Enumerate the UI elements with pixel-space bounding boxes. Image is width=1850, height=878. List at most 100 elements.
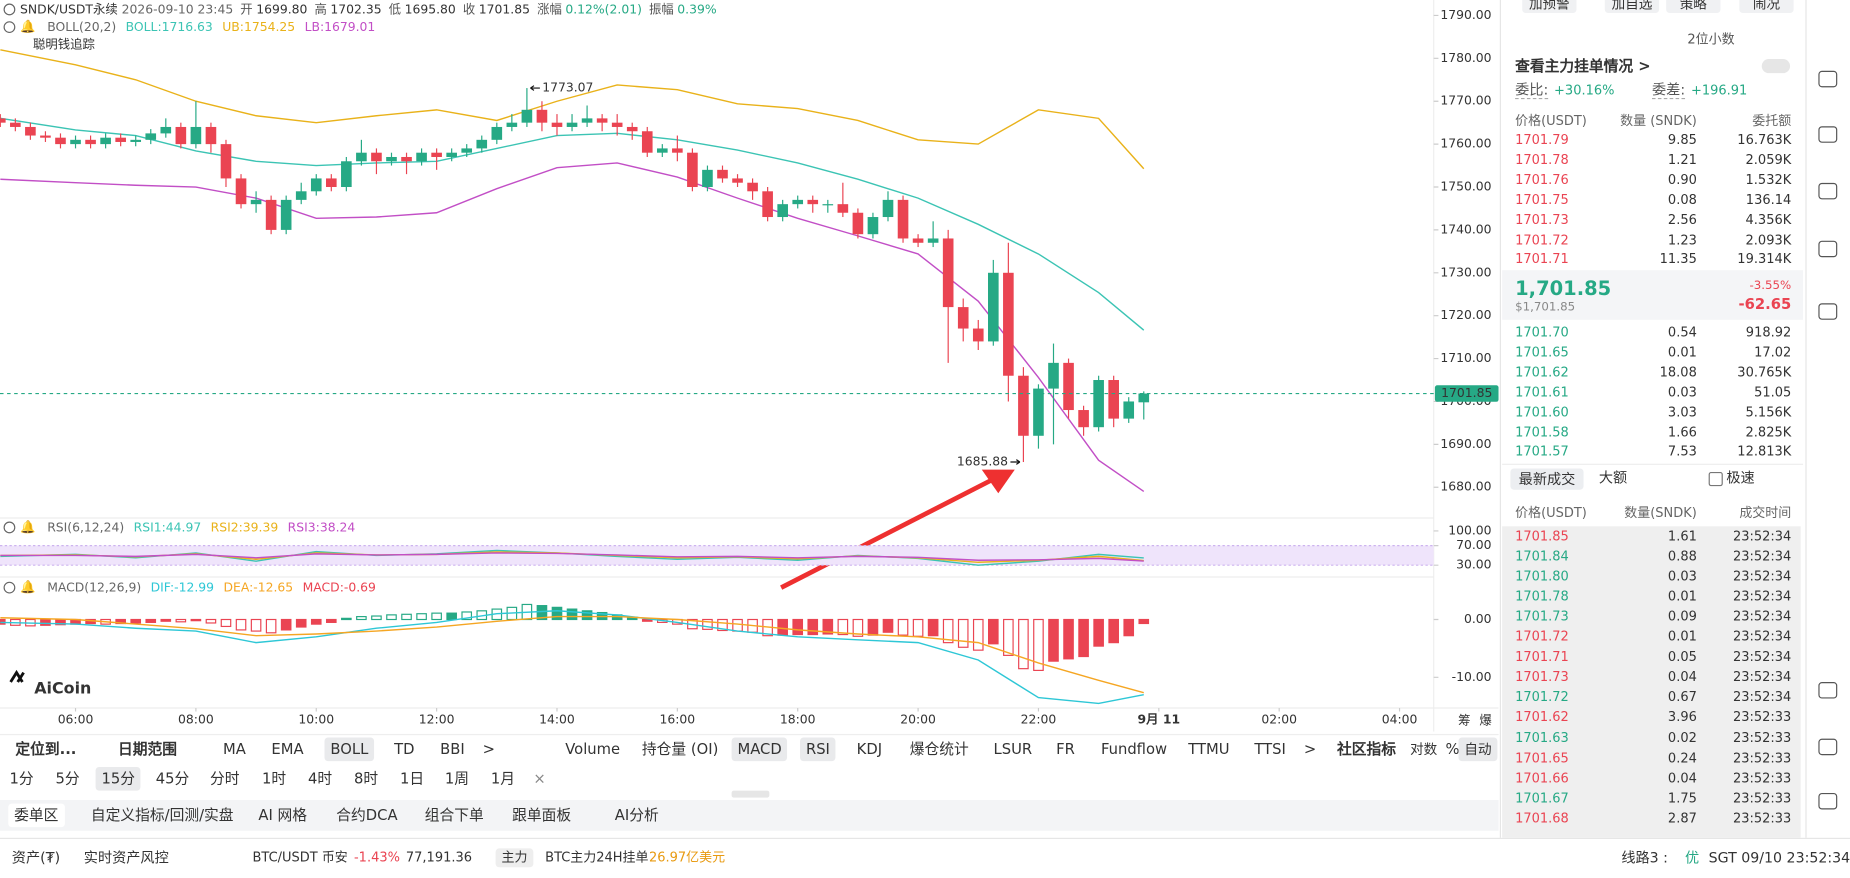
trade-time: 23:52:34 (1732, 568, 1792, 585)
sidebar-icon[interactable] (1818, 738, 1838, 756)
macd-bar (265, 618, 277, 634)
indicator-button[interactable]: Volume (565, 739, 621, 758)
sidebar-icon[interactable] (1818, 792, 1838, 810)
candle-body (942, 238, 954, 308)
trade-price: 1701.72 (1515, 629, 1569, 645)
macd-bar (897, 618, 909, 636)
candle-body (626, 126, 638, 132)
clock: SGT 09/10 23:52:34 (1708, 849, 1850, 867)
indicator-button[interactable]: Fundflow (1100, 739, 1168, 758)
locate-button[interactable]: 定位到... (15, 739, 77, 758)
macd-bar (190, 618, 202, 622)
interval-close[interactable]: × (533, 769, 546, 788)
col-header: 数量 (SNDK) (1620, 113, 1697, 129)
side-button[interactable]: 加自选 (1604, 0, 1660, 13)
indicator-button[interactable]: 持仓量 (OI) (641, 739, 719, 758)
candle-body (506, 122, 518, 127)
assets: 资产(₮) (11, 849, 61, 867)
badge: 主力 (495, 848, 534, 868)
sidebar-icon[interactable] (1818, 682, 1838, 699)
sidebar-icon[interactable] (1818, 70, 1838, 88)
interval-button[interactable]: 分时 (210, 769, 240, 788)
interval-button[interactable]: 8时 (353, 769, 379, 788)
indicator-button[interactable]: TTSI (1254, 739, 1286, 758)
indicator-button[interactable]: EMA (271, 739, 304, 758)
trade-tab[interactable]: 最新成交 (1510, 468, 1584, 490)
candle-body (416, 152, 427, 162)
date-range[interactable]: 日期范围 (117, 739, 178, 758)
indicator-button[interactable]: KDJ (856, 739, 883, 758)
interval-button[interactable]: 1分 (9, 769, 34, 788)
panel-tab[interactable]: AI分析 (614, 805, 659, 824)
indicator-button[interactable]: MA (223, 739, 246, 758)
panel-tab[interactable]: 委单区 (8, 803, 65, 828)
datetime: 2026-09-10 23:45 (122, 1, 234, 16)
side-button[interactable]: 策略 (1666, 0, 1721, 13)
side-divider (1499, 0, 1501, 838)
trade-time: 23:52:33 (1732, 749, 1792, 766)
candle-body (160, 126, 172, 134)
trade-qty: 0.67 (1667, 689, 1697, 705)
indicator-button[interactable]: 爆仓统计 (909, 739, 969, 758)
indicator-button[interactable]: FR (1056, 739, 1075, 758)
panel-tab[interactable]: 组合下单 (424, 805, 484, 824)
panel-tab[interactable]: 跟单面板 (512, 805, 572, 824)
sidebar-icon[interactable] (1818, 182, 1838, 200)
indicator-button[interactable]: TD (394, 739, 415, 758)
indicator-button[interactable]: LSUR (993, 739, 1033, 758)
toggle[interactable] (1761, 58, 1791, 74)
panel-tab[interactable]: 合约DCA (336, 805, 398, 824)
decimals[interactable]: 2位小数 (1687, 31, 1735, 48)
interval-button[interactable]: 1时 (261, 769, 287, 788)
indicator-button[interactable]: MACD (731, 737, 788, 762)
axis-button[interactable]: 爆 (1479, 712, 1492, 727)
sidebar-icon[interactable] (1818, 126, 1838, 143)
interval-button[interactable]: 1月 (490, 769, 516, 788)
macd-bar (160, 618, 172, 622)
macd-bar (792, 618, 804, 636)
book-price: 1701.61 (1515, 384, 1569, 400)
indicator-button[interactable]: BBI (440, 739, 465, 758)
collapse-icon[interactable] (3, 3, 16, 16)
trade-price: 1701.80 (1515, 568, 1569, 585)
field-value: 0.39% (677, 1, 717, 16)
collapse-icon[interactable] (3, 581, 16, 594)
trade-price: 1701.85 (1515, 528, 1569, 544)
trade-price: 1701.73 (1515, 609, 1569, 625)
trade-tab[interactable]: 大额 (1598, 469, 1628, 487)
axis-button[interactable]: 筹 (1458, 712, 1470, 727)
collapse-icon[interactable] (3, 521, 16, 534)
candle-body (988, 272, 999, 342)
indicator-button[interactable]: TTMU (1188, 739, 1230, 758)
sidebar-icon[interactable] (1818, 240, 1838, 258)
indicator-button[interactable]: BOLL (324, 737, 375, 762)
more-button[interactable]: > (1303, 739, 1317, 758)
book-amount: 51.05 (1754, 384, 1792, 400)
y-tick-label: 1730.00 (1440, 264, 1491, 279)
side-button[interactable]: 闹况 (1739, 0, 1794, 13)
chart: SNDK/USDT永续 2026-09-10 23:45 开 1699.80 高 170… (0, 0, 1499, 732)
main-orders[interactable]: 查看主力挂单情况 > (1515, 56, 1651, 75)
log-toggle[interactable]: 对数 (1410, 741, 1438, 758)
indicator-legend: MACD(12,26,9) DIF:-12.99 DEA:-12.65 MACD:-0… (47, 579, 376, 594)
interval-button[interactable]: 1日 (400, 769, 425, 788)
y-tick-label: 1720.00 (1440, 307, 1491, 322)
interval-button[interactable]: 5分 (55, 769, 80, 788)
interval-button[interactable]: 45分 (155, 769, 190, 788)
interval-button[interactable]: 15分 (95, 766, 141, 791)
more-button[interactable]: > (482, 739, 495, 758)
community-button[interactable]: 社区指标 (1336, 739, 1396, 758)
indicator-button[interactable]: RSI (800, 737, 836, 762)
interval-button[interactable]: 4时 (307, 769, 333, 788)
checkbox[interactable] (1708, 471, 1723, 487)
collapse-icon[interactable] (3, 21, 16, 34)
diff: +196.91 (1690, 82, 1748, 98)
auto-toggle[interactable]: 自动 (1458, 737, 1498, 762)
percent-toggle[interactable]: % (1445, 739, 1460, 758)
panel-tab[interactable]: AI 网格 (258, 805, 308, 824)
side-button[interactable]: 加预警 (1522, 0, 1577, 13)
sidebar-icon[interactable] (1818, 303, 1838, 320)
panel-tab[interactable]: 自定义指标/回测/实盘 (90, 805, 234, 824)
interval-button[interactable]: 1周 (444, 769, 469, 788)
boll-line (0, 49, 1145, 170)
